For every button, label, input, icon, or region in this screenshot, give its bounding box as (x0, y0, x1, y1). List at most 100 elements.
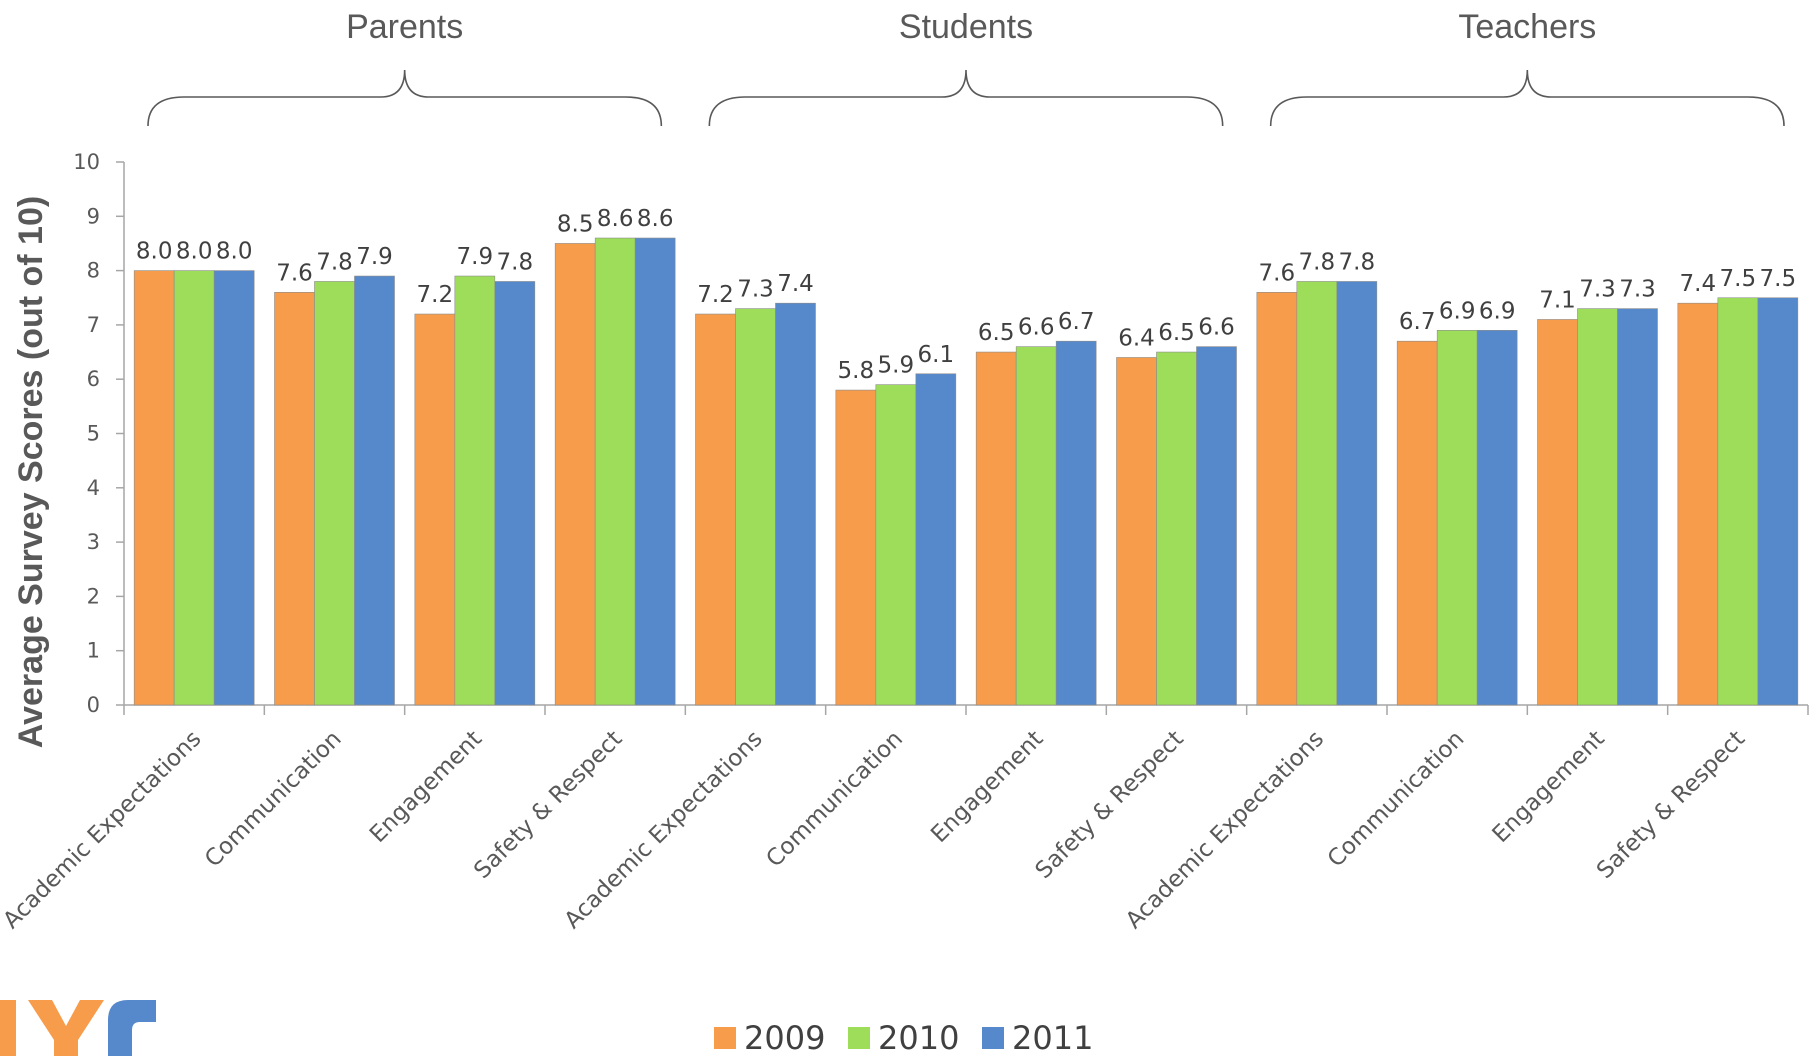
y-tick-label: 8 (87, 259, 100, 283)
legend-label: 2010 (878, 1019, 959, 1056)
bar-2009 (1537, 319, 1578, 706)
bar-2009 (1116, 357, 1157, 706)
y-tick-label: 4 (87, 476, 100, 500)
group-brace (708, 69, 1224, 127)
bar-2009 (133, 270, 175, 706)
data-label: 7.3 (737, 277, 774, 303)
legend-label: 2009 (744, 1019, 825, 1056)
data-label: 7.5 (1760, 266, 1797, 292)
group-titles: Parents Students Teachers (346, 8, 1596, 46)
bar-2009 (414, 313, 456, 706)
y-tick-label: 9 (87, 204, 100, 228)
data-label: 7.2 (417, 282, 454, 308)
data-label: 5.9 (878, 353, 915, 379)
data-label: 6.6 (1018, 315, 1055, 341)
x-tick-label: Communication (200, 726, 347, 873)
x-tick-label: Engagement (365, 726, 487, 848)
data-label: 7.9 (356, 244, 393, 270)
x-tick-label: Safety & Respect (1592, 726, 1750, 884)
y-tick-label: 6 (87, 367, 100, 391)
data-label: 6.9 (1479, 298, 1516, 324)
group-brace (1269, 69, 1785, 127)
data-labels: 8.07.67.28.57.25.86.5 6.47.66.77.17.48.0 7… (136, 206, 1796, 384)
x-tick-label: Safety & Respect (469, 726, 627, 884)
x-tick-label: Communication (761, 726, 908, 873)
data-label: 6.4 (1118, 325, 1155, 351)
bar-2009 (1256, 292, 1298, 706)
data-label: 7.1 (1539, 287, 1576, 313)
y-axis-label: Average Survey Scores (out of 10) (12, 196, 50, 748)
data-label: 6.5 (1158, 320, 1195, 346)
group-title-teachers: Teachers (1458, 8, 1596, 46)
data-label: 7.8 (316, 249, 353, 275)
y-tick-label: 3 (87, 530, 100, 554)
bar-2010 (1717, 297, 1759, 706)
data-label: 7.8 (497, 249, 534, 275)
data-label: 6.7 (1058, 309, 1095, 335)
bar-2011 (213, 270, 255, 706)
data-label: 6.7 (1399, 309, 1436, 335)
legend-swatch-2009 (714, 1027, 736, 1049)
bar-2010 (1015, 346, 1057, 706)
bar-2009 (274, 292, 315, 706)
x-tick-label: Engagement (1488, 726, 1610, 848)
legend-swatch-2011 (982, 1027, 1004, 1049)
data-label: 6.1 (918, 342, 955, 368)
bar-2011 (1476, 330, 1518, 706)
data-label: 8.0 (176, 239, 213, 265)
bar-2011 (1336, 281, 1378, 706)
bar-2010 (314, 281, 355, 706)
bar-2010 (454, 275, 496, 706)
bars (133, 237, 1799, 706)
bar-2011 (1617, 308, 1658, 706)
logo-letter-c (108, 1000, 156, 1056)
bar-2011 (634, 237, 676, 706)
bar-2010 (875, 384, 917, 706)
data-label: 7.8 (1299, 249, 1336, 275)
bar-2011 (354, 275, 395, 706)
data-label: 5.8 (838, 358, 875, 384)
data-label: 8.0 (136, 239, 173, 265)
bar-2011 (1196, 346, 1237, 706)
data-label: 7.2 (697, 282, 734, 308)
legend-label: 2011 (1012, 1019, 1093, 1056)
group-title-parents: Parents (346, 8, 463, 46)
bar-2011 (1757, 297, 1799, 706)
data-label: 7.3 (1619, 277, 1656, 303)
bar-2011 (1055, 340, 1097, 706)
group-braces (147, 69, 1785, 127)
group-brace (147, 69, 663, 127)
data-label: 7.4 (1680, 271, 1717, 297)
bar-2010 (173, 270, 215, 706)
data-label: 6.9 (1439, 298, 1476, 324)
data-label: 8.0 (216, 239, 253, 265)
bar-2010 (1577, 308, 1618, 706)
bar-2009 (1677, 302, 1719, 706)
data-label: 7.6 (276, 260, 313, 286)
bar-2011 (494, 281, 536, 706)
data-label: 7.3 (1579, 277, 1616, 303)
bar-2010 (1436, 330, 1478, 706)
group-title-students: Students (899, 8, 1033, 46)
data-label: 8.5 (557, 211, 594, 237)
y-tick-label: 1 (87, 639, 100, 663)
x-tick-label: Academic Expectations (0, 726, 206, 934)
y-axis: 0 1 2 3 4 5 6 7 8 9 10 (73, 150, 125, 717)
nyc-logo (0, 1000, 156, 1056)
data-label: 6.5 (978, 320, 1015, 346)
bar-2010 (735, 308, 776, 706)
data-label: 8.6 (637, 206, 674, 232)
y-tick-label: 2 (87, 584, 100, 608)
bar-2009 (835, 389, 877, 706)
bar-2009 (1396, 340, 1438, 706)
bar-2010 (594, 237, 636, 706)
data-label: 7.5 (1720, 266, 1757, 292)
y-tick-label: 7 (87, 313, 100, 337)
bar-2010 (1296, 281, 1338, 706)
x-tick-label: Safety & Respect (1031, 726, 1189, 884)
logo-letter-y (28, 1000, 104, 1056)
bar-2011 (915, 373, 957, 706)
bar-2009 (554, 243, 596, 706)
logo-letter-n (0, 1000, 16, 1056)
